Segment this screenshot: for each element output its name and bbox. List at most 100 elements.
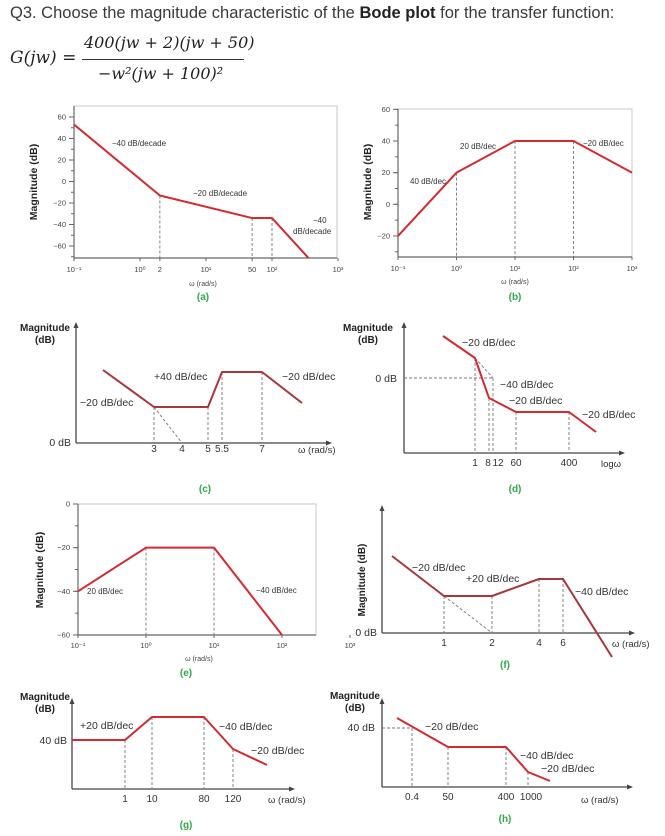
bode-option-b[interactable]: 60 40 20 0 −20 10⁻¹ 10⁰ 10¹ 10² 10³ 40 dB/dec 20 dB… <box>362 105 638 303</box>
slope-label: −20 dB/dec <box>80 397 133 409</box>
x-tick-label: 4 <box>536 638 542 649</box>
x-tick-label: 5 <box>205 444 211 455</box>
x-tick-label: 10⁻¹ <box>391 264 406 273</box>
option-label: (h) <box>499 814 512 825</box>
x-tick-label: 50 <box>442 792 454 803</box>
slope-label: −20 dB/dec <box>282 371 335 383</box>
bode-option-c[interactable]: (c) 3 4 5 5.5 7 −20 dB/dec +40 dB/dec −20 dB/dec… <box>20 322 336 495</box>
x-tick-label: 3 <box>151 444 157 455</box>
bode-option-f[interactable]: (f) 1 2 4 6 −20 dB/dec+20 dB/dec −40 dB/dec ω (… <box>355 505 650 671</box>
x-tick-label: 10² <box>267 265 278 274</box>
x-tick-label: 4 <box>179 444 185 455</box>
y-axis-label-unit: (dB) <box>358 335 378 346</box>
x-axis-label: ω (rad/s) <box>268 795 306 806</box>
y-axis-arrow-icon <box>379 505 385 511</box>
bode-option-a[interactable]: 60 40 20 0 −20 −40 −60 10⁻¹ 10⁰ 2 10¹ 50 10² 10³ −40 d… <box>28 105 344 303</box>
y-axis-arrow-icon <box>73 322 79 328</box>
slope-label: 40 dB/dec <box>410 177 446 186</box>
y-tick-label: 40 <box>382 137 390 146</box>
x-axis-label: ω (rad/s) <box>581 795 619 806</box>
level-label: 40 dB <box>40 735 67 747</box>
x-tick-label: 120 <box>225 794 242 805</box>
y-tick-label: −20 <box>53 199 66 208</box>
bode-option-g[interactable]: (g) 1 10 80 120 +20 dB/dec −40 dB/dec −20 dB/de… <box>20 692 306 831</box>
x-tick-label: 10³ <box>333 265 344 274</box>
x-axis-label: ω (rad/s) <box>298 445 336 456</box>
bode-option-h[interactable]: (h)0.4 50 400 1000−20 dB/dec−40 dB/dec−20 d… <box>330 691 633 825</box>
x-axis-arrow-icon <box>629 630 635 636</box>
slope-label: −20 dB/dec <box>412 562 465 574</box>
x-tick-label: 10² <box>277 641 288 650</box>
x-tick-label: 10³ <box>345 641 356 650</box>
y-axis-arrow-icon <box>69 698 75 704</box>
x-tick-label: 10¹ <box>209 641 220 650</box>
slope-label: −20 dB/dec <box>582 409 635 421</box>
x-axis-arrow-icon <box>326 440 332 446</box>
asymptote-guide <box>474 357 494 379</box>
magnitude-curve <box>442 335 597 433</box>
x-tick-label: 10¹ <box>510 264 521 273</box>
x-tick-label: 10⁰ <box>140 641 151 650</box>
x-tick-label: 60 <box>510 458 522 469</box>
y-axis-label: Magnitude (dB) <box>28 144 40 220</box>
magnitude-curve <box>102 369 303 408</box>
x-tick-label: 1 <box>122 794 128 805</box>
y-tick-label: −20 <box>377 231 390 240</box>
magnitude-curve <box>391 555 613 658</box>
x-tick-label: 10³ <box>627 264 638 273</box>
x-axis-label: ω (rad/s) <box>612 639 650 650</box>
slope-label: −20 dB/dec <box>583 139 624 148</box>
slope-label: −20 dB/dec <box>425 721 478 733</box>
x-tick-label: 12 <box>492 458 504 469</box>
y-axis-label: Magnitude <box>20 323 70 334</box>
magnitude-curve <box>397 140 633 237</box>
y-tick-label: 0 <box>62 177 66 186</box>
x-tick-label: 400 <box>498 792 515 803</box>
zero-db-label: 0 dB <box>49 437 71 449</box>
magnitude-curve <box>77 546 283 636</box>
option-label: (g) <box>180 820 193 831</box>
option-label: (a) <box>197 292 209 303</box>
asymptote-guide <box>443 595 493 634</box>
x-axis-label: ω (rad/s) <box>185 656 213 663</box>
slope-label: 20 dB/dec <box>87 587 123 596</box>
y-axis-arrow-icon <box>379 698 385 704</box>
slope-label: +40 dB/dec <box>154 371 207 383</box>
x-tick-label: 1 <box>441 638 447 649</box>
slope-label: +20 dB/dec <box>80 720 133 732</box>
question-text: Q3. Choose the magnitude characteristic … <box>10 4 614 23</box>
y-axis-label-unit: (dB) <box>35 335 55 346</box>
slope-label: −20 dB/dec <box>251 745 304 757</box>
magnitude-curve <box>73 123 310 259</box>
x-tick-label: 2 <box>489 638 495 649</box>
x-axis-label: logω <box>601 459 622 470</box>
y-axis-label: Magnitude (dB) <box>362 144 374 220</box>
question-bold: Bode plot <box>359 4 436 22</box>
slope-label: +20 dB/dec <box>466 573 519 585</box>
y-tick-label: −40 <box>53 220 66 229</box>
y-tick-label: −20 <box>57 543 70 552</box>
x-axis-arrow-icon <box>619 450 625 456</box>
y-tick-label: −40 <box>57 587 70 596</box>
y-tick-label: 60 <box>382 105 390 114</box>
x-tick-label: 10 <box>146 794 158 805</box>
option-label: (f) <box>500 660 510 671</box>
x-tick-label: 6 <box>560 638 566 649</box>
y-axis-label-unit: (dB) <box>345 703 365 714</box>
slope-label: −40 dB/dec <box>256 586 297 595</box>
x-tick-label: 2 <box>158 265 162 274</box>
x-tick-label: 0.4 <box>405 792 419 803</box>
asymptote-guide <box>153 406 183 444</box>
slope-label: −40 dB/dec <box>575 586 628 598</box>
y-axis-label: Magnitude (dB) <box>357 544 368 617</box>
y-axis-label: Magnitude (dB) <box>34 532 46 608</box>
slope-label: −20 dB/dec <box>462 337 515 349</box>
y-tick-label: 0 <box>66 500 70 509</box>
slope-label: 20 dB/dec <box>460 142 496 151</box>
bode-option-d[interactable]: (d) 1 8 12 60 400 −20 dB/dec −40 dB/dec −20 dB/d… <box>343 322 635 495</box>
slope-label: −20 dB/dec <box>509 395 562 407</box>
slope-label: −40 dB/dec <box>520 750 573 762</box>
x-tick-label: 10⁻¹ <box>71 641 86 650</box>
y-axis-label: Magnitude <box>343 323 393 334</box>
